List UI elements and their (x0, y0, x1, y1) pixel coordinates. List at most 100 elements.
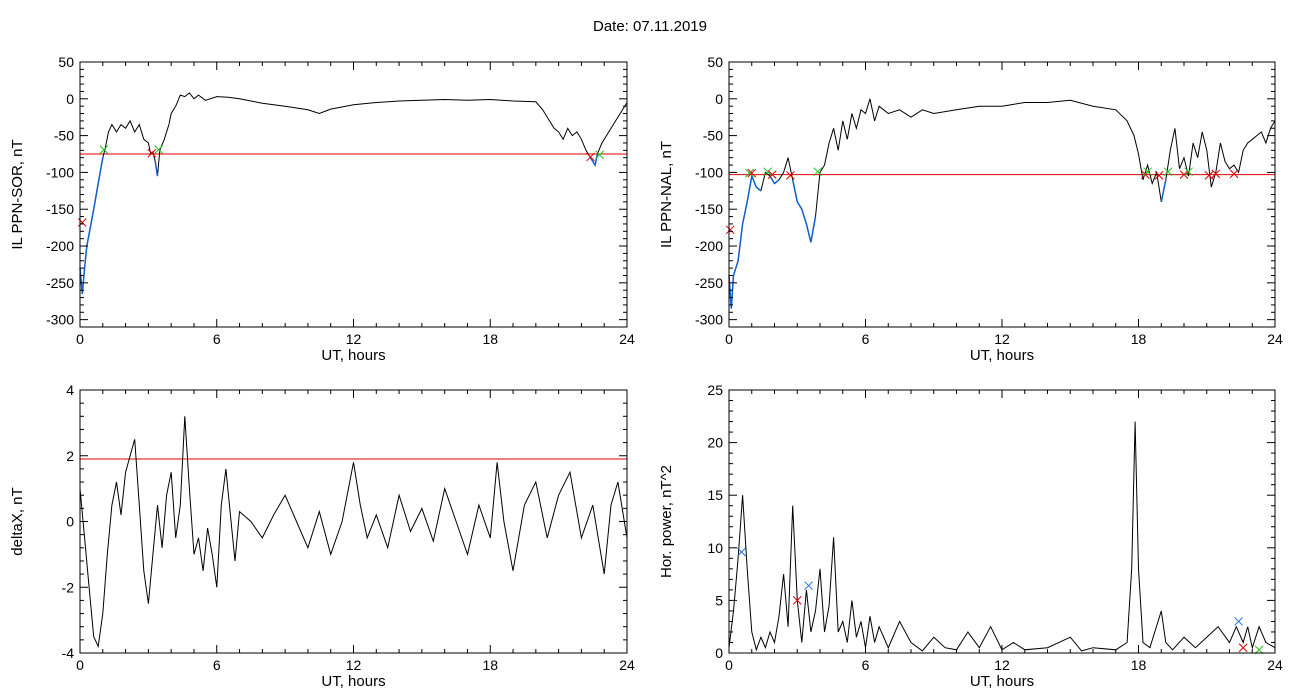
x-tick-label: 18 (1131, 331, 1147, 347)
event-marker (1234, 617, 1243, 626)
y-tick-label: -50 (54, 128, 74, 144)
y-axis-label: IL PPN-SOR, nT (9, 139, 26, 249)
panel-sor: 0 6 12 18 24 -300 -250 -200 -150 -100 -50 0 50 UT, ho… (9, 54, 635, 364)
x-tick-label: 12 (346, 331, 362, 347)
x-axis-label: UT, hours (970, 347, 1034, 364)
x-axis-label: UT, hours (321, 347, 385, 364)
event-marker (1154, 171, 1164, 180)
event-marker (147, 148, 157, 158)
y-tick-label: 2 (66, 448, 74, 464)
event-marker (1143, 167, 1152, 177)
y-tick-label: -4 (62, 645, 75, 661)
event-marker (725, 225, 735, 235)
y-tick-label: 10 (707, 540, 723, 556)
plot-frame (79, 389, 628, 654)
event-marker (747, 168, 757, 178)
x-tick-label: 24 (619, 331, 635, 347)
below-threshold-segment (79, 157, 104, 294)
event-marker (763, 167, 773, 177)
x-tick-label: 6 (862, 657, 870, 673)
x-tick-label: 6 (213, 331, 221, 347)
x-tick-label: 18 (1131, 657, 1147, 673)
x-tick-label: 0 (725, 331, 733, 347)
x-tick-label: 24 (619, 657, 635, 673)
plot-frame (728, 61, 1276, 328)
panel-nal: 0 6 12 18 24 -300 -250 -200 -150 -100 -50 0 50 UT, ho… (658, 54, 1283, 364)
below-threshold-segment (1160, 179, 1167, 203)
below-threshold-segment (154, 161, 159, 177)
x-axis-label: UT, hours (321, 673, 385, 690)
below-threshold-segment (728, 173, 762, 309)
x-tick-label: 24 (1267, 331, 1283, 347)
y-tick-label: 4 (66, 382, 74, 398)
y-tick-label: -200 (46, 238, 74, 254)
x-axis-label: UT, hours (970, 673, 1034, 690)
event-marker (1163, 167, 1173, 177)
event-marker (792, 596, 802, 605)
event-marker (804, 581, 813, 591)
below-threshold-segment (791, 179, 817, 243)
x-tick-label: 18 (482, 331, 498, 347)
event-marker (1179, 170, 1189, 179)
y-tick-label: 50 (58, 54, 74, 70)
y-axis-label: Hor. power, nT^2 (658, 465, 675, 578)
plot-frame (728, 389, 1276, 654)
x-tick-label: 12 (994, 657, 1010, 673)
y-tick-label: 5 (715, 592, 723, 608)
y-tick-label: -150 (695, 201, 723, 217)
event-marker (1184, 167, 1193, 177)
y-tick-label: 15 (707, 487, 723, 503)
y-tick-label: 50 (707, 54, 723, 70)
y-tick-label: 20 (707, 435, 723, 451)
y-tick-label: -300 (46, 312, 74, 328)
y-tick-label: -100 (695, 164, 723, 180)
x-tick-label: 18 (482, 657, 498, 673)
x-tick-label: 0 (76, 657, 84, 673)
series-line (79, 92, 628, 294)
y-tick-label: 0 (66, 91, 74, 107)
event-marker (595, 150, 605, 160)
x-tick-label: 12 (994, 331, 1010, 347)
y-tick-label: -150 (46, 201, 74, 217)
x-tick-label: 6 (862, 331, 870, 347)
y-tick-label: 25 (707, 382, 723, 398)
x-tick-label: 6 (213, 657, 221, 673)
event-marker (586, 152, 595, 162)
x-tick-label: 0 (725, 657, 733, 673)
y-tick-label: -250 (46, 275, 74, 291)
y-tick-label: -2 (62, 579, 75, 595)
plot-frame (79, 61, 628, 328)
event-marker (1204, 171, 1214, 180)
event-marker (767, 170, 777, 179)
y-tick-label: -50 (703, 128, 723, 144)
y-tick-label: 0 (715, 645, 723, 661)
panel-power: 0 6 12 18 24 0 5 10 15 20 25 UT, hours Hor. power, n… (658, 382, 1283, 690)
y-tick-label: -300 (695, 312, 723, 328)
event-marker (786, 171, 795, 180)
event-marker (745, 168, 754, 178)
x-tick-label: 12 (346, 657, 362, 673)
series-line (728, 98, 1276, 309)
event-marker (1229, 169, 1239, 179)
event-marker (99, 145, 109, 154)
x-tick-label: 24 (1267, 657, 1283, 673)
y-tick-label: -200 (695, 238, 723, 254)
event-marker (154, 145, 163, 154)
page-title: Date: 07.11.2019 (593, 18, 707, 35)
y-tick-label: -250 (695, 275, 723, 291)
event-marker (813, 167, 823, 177)
y-tick-label: 0 (66, 514, 74, 530)
x-tick-label: 0 (76, 331, 84, 347)
event-marker (737, 547, 746, 557)
event-marker (1238, 643, 1248, 653)
series-line (79, 416, 628, 649)
y-tick-label: -100 (46, 164, 74, 180)
y-axis-label: deltaX, nT (9, 487, 26, 555)
event-marker (77, 218, 87, 227)
y-axis-label: IL PPN-NAL, nT (658, 141, 675, 248)
y-tick-label: 0 (715, 91, 723, 107)
series-line (728, 421, 1276, 652)
below-threshold-segment (769, 175, 780, 185)
